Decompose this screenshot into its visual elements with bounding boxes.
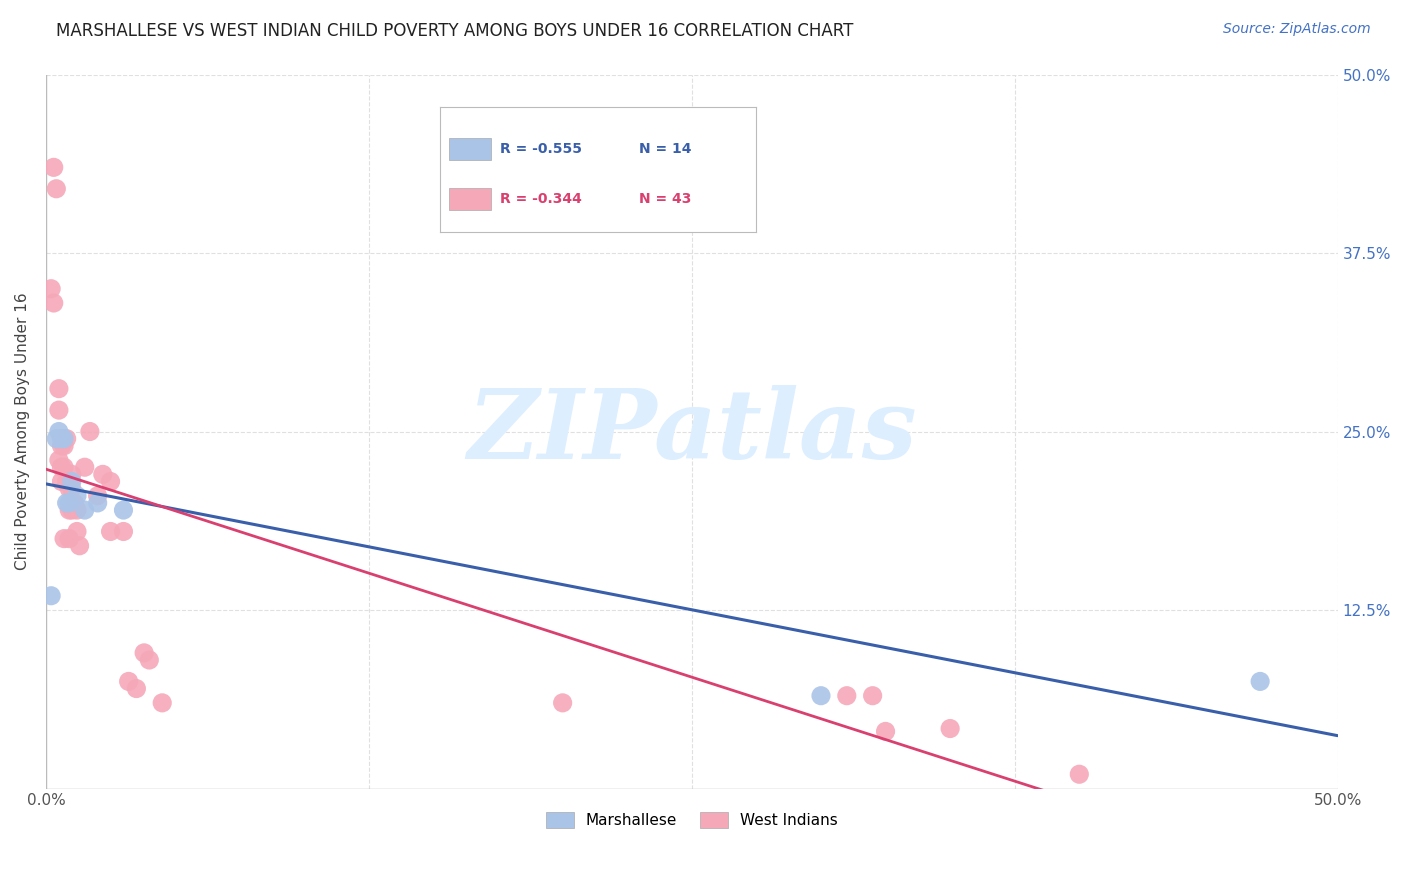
Point [53, 439, 76, 453]
Point [150, 696, 173, 710]
Point [66, 503, 89, 517]
Point [835, 689, 858, 703]
Point [39, 282, 62, 296]
Point [58, 496, 80, 510]
Point [86, 496, 108, 510]
Point [69, 539, 91, 553]
Text: ZIPatlas: ZIPatlas [467, 384, 917, 478]
Point [810, 689, 832, 703]
Point [45, 182, 67, 196]
Point [100, 524, 122, 539]
Point [1249, 674, 1271, 689]
Point [66, 489, 89, 503]
Point [60, 503, 83, 517]
Point [73, 503, 96, 517]
Point [60, 467, 83, 482]
Point [48, 453, 70, 467]
Point [51, 432, 73, 446]
Point [138, 653, 160, 667]
Point [42, 161, 65, 175]
Point [53, 432, 76, 446]
Point [51, 475, 73, 489]
Point [112, 524, 135, 539]
Point [48, 403, 70, 417]
Point [60, 475, 83, 489]
Point [117, 674, 139, 689]
Point [58, 482, 80, 496]
Point [51, 460, 73, 475]
Point [875, 724, 897, 739]
Point [79, 425, 101, 439]
Point [63, 496, 86, 510]
Point [48, 382, 70, 396]
Point [60, 482, 83, 496]
Point [48, 425, 70, 439]
Point [939, 722, 962, 736]
Point [53, 460, 76, 475]
Point [551, 696, 574, 710]
Point [91, 467, 114, 482]
Text: Source: ZipAtlas.com: Source: ZipAtlas.com [1223, 22, 1371, 37]
Point [112, 503, 135, 517]
Point [58, 532, 80, 546]
Point [45, 432, 67, 446]
Point [86, 489, 108, 503]
Point [1069, 767, 1091, 781]
Point [134, 646, 156, 660]
Legend: Marshallese, West Indians: Marshallese, West Indians [540, 806, 844, 834]
Point [42, 296, 65, 310]
Point [58, 503, 80, 517]
Point [55, 496, 77, 510]
Point [39, 589, 62, 603]
Point [73, 460, 96, 475]
Point [125, 681, 148, 696]
Point [51, 439, 73, 453]
Point [53, 532, 76, 546]
Point [66, 524, 89, 539]
Text: MARSHALLESE VS WEST INDIAN CHILD POVERTY AMONG BOYS UNDER 16 CORRELATION CHART: MARSHALLESE VS WEST INDIAN CHILD POVERTY… [56, 22, 853, 40]
Point [55, 475, 77, 489]
Point [862, 689, 884, 703]
Y-axis label: Child Poverty Among Boys Under 16: Child Poverty Among Boys Under 16 [15, 293, 30, 570]
Point [100, 475, 122, 489]
Point [55, 432, 77, 446]
